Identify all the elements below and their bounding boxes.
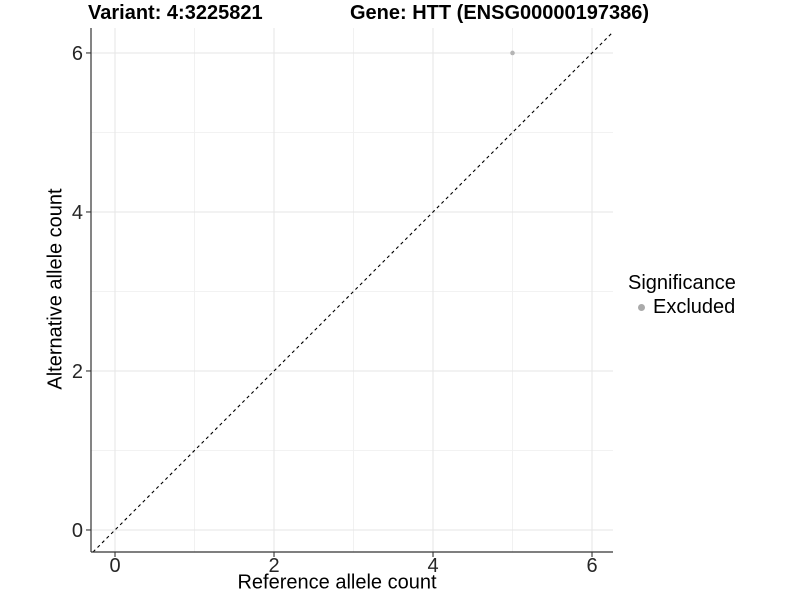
gene-title: Gene: HTT (ENSG00000197386) (350, 2, 650, 24)
x-tick-label: 2 (268, 555, 279, 577)
excluded-point-icon (638, 303, 645, 311)
x-axis-title: Reference allele count (237, 571, 437, 594)
x-tick-label: 4 (427, 555, 438, 577)
identity-line (92, 31, 614, 553)
y-tick-label: 0 (72, 520, 83, 542)
variant-title: Variant: 4:3225821 (88, 2, 263, 24)
y-tick-label: 6 (72, 43, 83, 65)
legend-item-label: Excluded (653, 295, 736, 318)
x-tick-label: 0 (109, 555, 120, 577)
y-axis-title: Alternative allele count (44, 188, 67, 390)
legend: Significance Excluded (628, 271, 736, 319)
data-point (510, 50, 515, 56)
y-tick-label: 2 (72, 361, 83, 383)
x-tick-label: 6 (586, 555, 597, 577)
legend-title: Significance (628, 272, 736, 294)
legend-item-excluded: Excluded (628, 295, 736, 319)
y-tick-label: 4 (72, 202, 83, 224)
